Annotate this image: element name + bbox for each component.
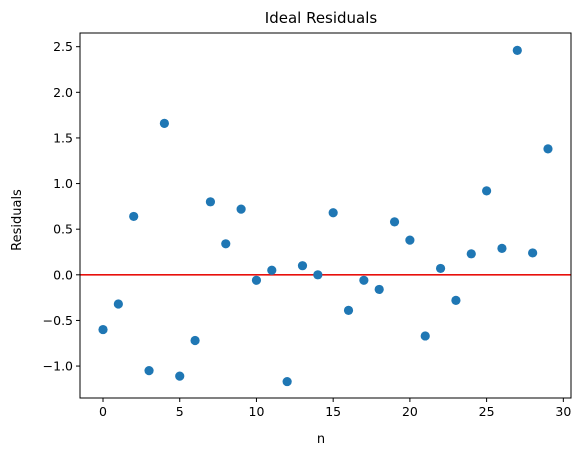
data-point (389, 217, 400, 227)
data-point (497, 243, 507, 253)
x-tick-label: 30 (555, 404, 571, 419)
data-point (205, 197, 216, 207)
axis-ticks-layer: 0 5 10 15 20 25 30 −1.0 −0.5 0.0 0.5 1.0 1.5 2.0 2.5 (43, 39, 572, 419)
data-point (221, 239, 231, 249)
x-tick-label: 20 (402, 404, 418, 419)
y-tick-label: 1.0 (53, 176, 73, 191)
data-point (512, 45, 522, 55)
data-point (282, 376, 292, 387)
x-axis-label: n (317, 432, 325, 447)
y-tick-label: 0.0 (53, 267, 73, 282)
data-point (359, 275, 369, 285)
y-tick-label: 1.5 (53, 130, 73, 145)
data-point (98, 324, 108, 335)
data-point (129, 211, 139, 222)
data-point (528, 248, 538, 258)
y-tick-label: 0.5 (53, 222, 73, 237)
y-tick-label: −0.5 (43, 313, 73, 328)
y-tick-label: 2.0 (53, 85, 73, 100)
x-tick-label: 5 (176, 404, 184, 419)
y-tick-label: 2.5 (53, 39, 73, 54)
data-point (451, 295, 461, 305)
data-point (405, 235, 415, 245)
data-point (466, 249, 476, 259)
y-tick-label: −1.0 (43, 359, 73, 374)
data-point (313, 270, 323, 280)
data-point (267, 265, 277, 275)
data-point (343, 305, 354, 315)
data-point (175, 371, 185, 381)
data-points-layer (98, 45, 553, 387)
data-point (159, 118, 169, 128)
chart-title: Ideal Residuals (265, 9, 378, 27)
plot-area-frame (79, 32, 572, 399)
x-tick-label: 25 (479, 404, 495, 419)
data-point (420, 331, 430, 341)
data-point (482, 186, 492, 196)
data-point (435, 263, 446, 274)
data-point (374, 284, 384, 295)
data-point (251, 275, 262, 285)
x-tick-label: 0 (99, 404, 107, 419)
data-point (543, 144, 553, 154)
data-point (113, 299, 123, 309)
x-tick-label: 10 (249, 404, 265, 419)
data-point (144, 366, 154, 376)
data-point (328, 208, 338, 218)
data-point (190, 335, 200, 346)
data-point (236, 204, 246, 214)
x-tick-label: 15 (325, 404, 341, 419)
y-axis-label: Residuals (10, 189, 25, 251)
data-point (297, 261, 308, 271)
